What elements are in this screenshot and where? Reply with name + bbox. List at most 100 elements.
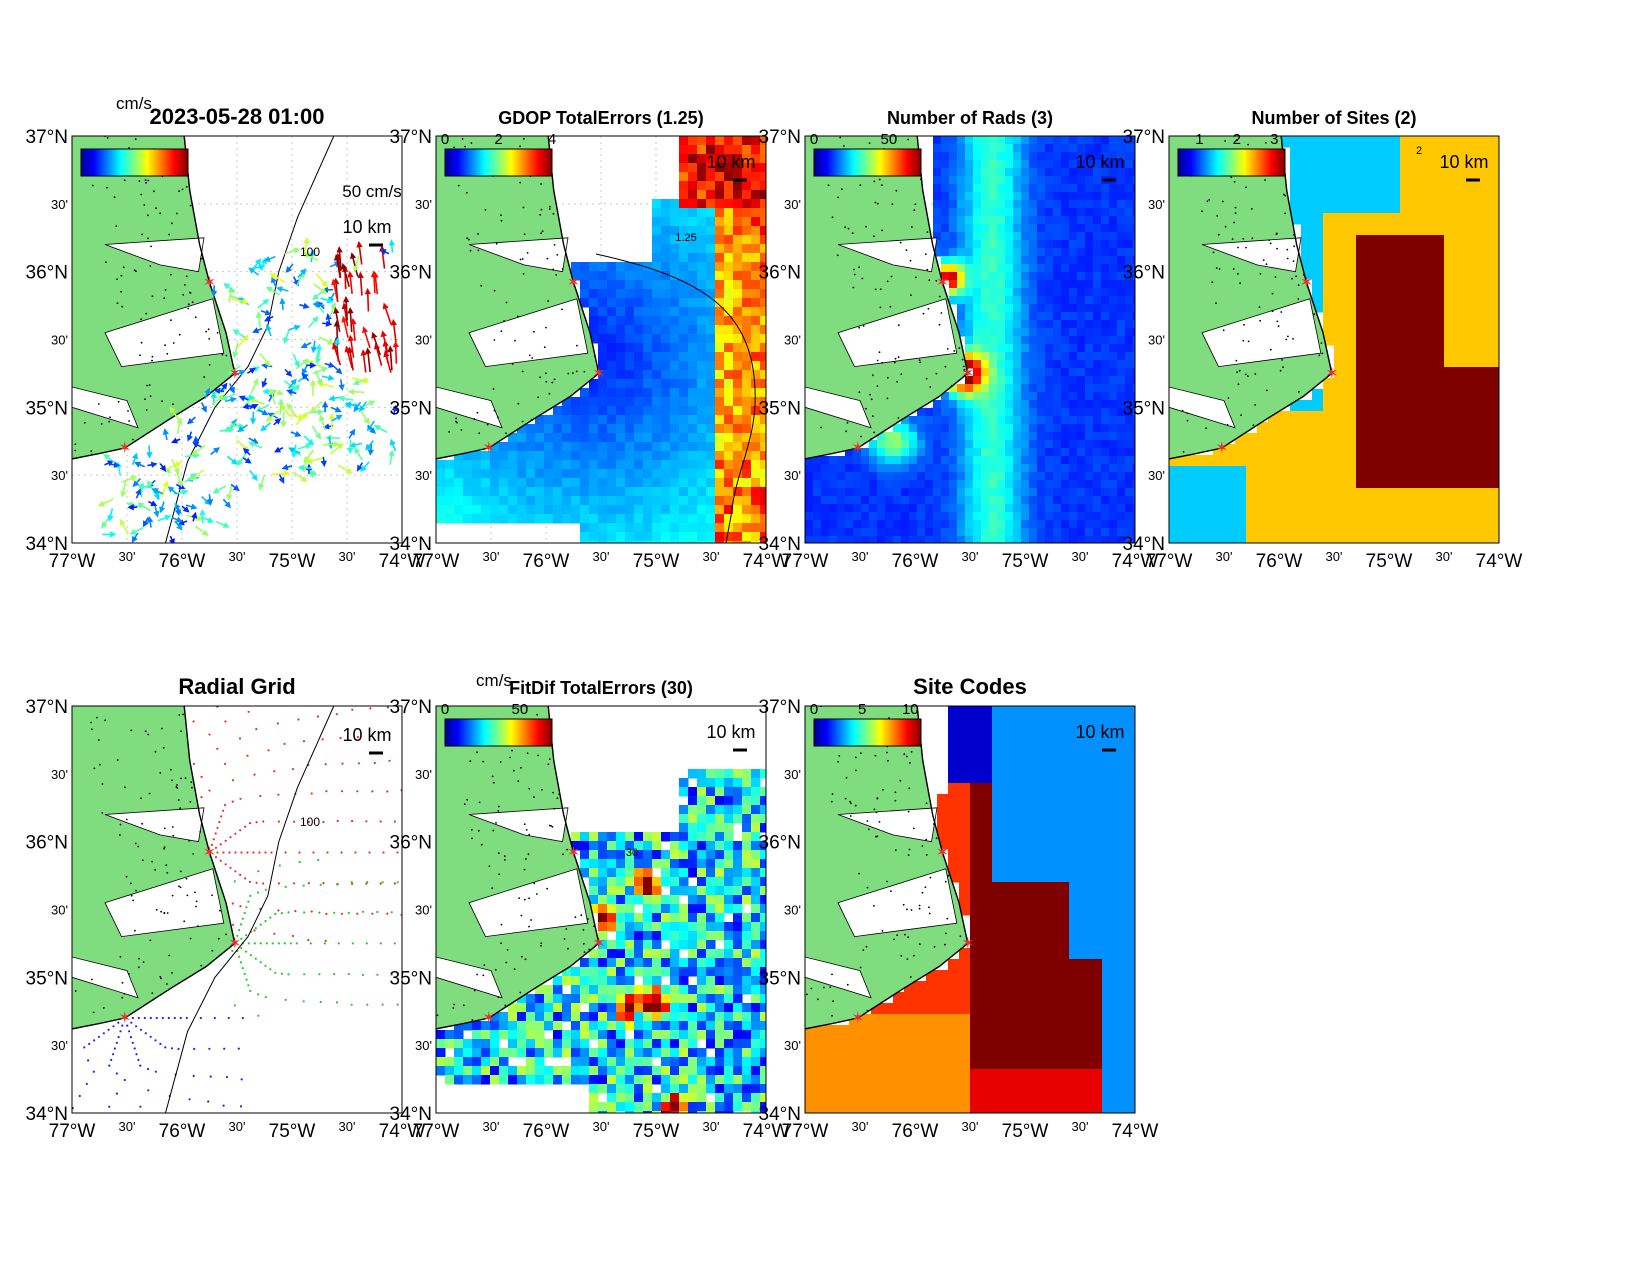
heatmap-cell [1085, 344, 1094, 353]
heatmap-cell [1085, 328, 1094, 337]
current-vector [288, 378, 297, 389]
radial-point [102, 1032, 105, 1035]
current-vector [321, 374, 335, 381]
heatmap-cell [1053, 256, 1062, 265]
heatmap-cell [706, 199, 716, 209]
heatmap-cell [1356, 389, 1368, 401]
heatmap-cell [1053, 472, 1062, 481]
heatmap-cell [1466, 367, 1478, 379]
heatmap-cell [607, 832, 617, 842]
heatmap-cell [957, 224, 966, 233]
heatmap-cell [1268, 444, 1280, 456]
heatmap-cell [571, 424, 581, 434]
heatmap-cell [616, 532, 626, 542]
radial-point [318, 911, 321, 914]
heatmap-cell [1061, 448, 1070, 457]
current-vector [388, 449, 395, 466]
heatmap-cell [1455, 323, 1467, 335]
heatmap-cell [1444, 455, 1456, 467]
heatmap-cell [1021, 360, 1030, 369]
coast-speckle [926, 268, 929, 271]
heatmap-cell [580, 841, 590, 851]
heatmap-cell [1169, 488, 1181, 500]
heatmap-cell [652, 532, 662, 542]
heatmap-cell [997, 512, 1006, 521]
heatmap-cell [1389, 411, 1401, 423]
heatmap-cell [861, 464, 870, 473]
heatmap-cell [742, 163, 752, 173]
heatmap-cell [661, 904, 671, 914]
current-vector [347, 388, 365, 396]
heatmap-cell [553, 433, 563, 443]
heatmap-cell [670, 541, 680, 543]
coast-speckle [915, 276, 917, 279]
heatmap-cell [1037, 448, 1046, 457]
heatmap-cell [1411, 224, 1423, 236]
radial-point [236, 934, 239, 937]
heatmap-cell [1279, 477, 1291, 489]
heatmap-cell [1334, 301, 1346, 313]
heatmap-cell [885, 528, 894, 537]
coast-speckle [1251, 208, 1253, 210]
heatmap-cell [679, 136, 689, 146]
heatmap-cell [1180, 488, 1192, 500]
coast-speckle [100, 423, 103, 425]
heatmap-cell [688, 352, 698, 362]
heatmap-cell [1488, 301, 1499, 313]
heatmap-cell [562, 406, 572, 416]
heatmap-cell [1378, 411, 1390, 423]
heatmap-cell [1029, 368, 1038, 377]
heatmap-cell [1389, 510, 1401, 522]
scale-bar-label: 10 km [1075, 152, 1124, 172]
heatmap-cell [1411, 345, 1423, 357]
heatmap-cell [688, 397, 698, 407]
heatmap-cell [508, 433, 518, 443]
heatmap-cell [643, 868, 653, 878]
heatmap-cell [949, 264, 958, 273]
coast-speckle [876, 385, 879, 387]
heatmap-cell [724, 478, 734, 488]
heatmap-cell [535, 424, 545, 434]
heatmap-cell [715, 136, 725, 146]
lon-tick-label: 30' [1216, 549, 1233, 564]
heatmap-cell [821, 496, 830, 505]
heatmap-cell [679, 424, 689, 434]
heatmap-cell [625, 895, 635, 905]
heatmap-cell [1133, 488, 1135, 497]
heatmap-cell [1133, 312, 1135, 321]
current-vector [191, 511, 198, 522]
heatmap-cell [1101, 512, 1110, 521]
heatmap-cell [1101, 360, 1110, 369]
heatmap-cell [941, 512, 950, 521]
heatmap-cell [706, 352, 716, 362]
radial-point [149, 1035, 152, 1038]
heatmap-cell [1021, 336, 1030, 345]
heatmap-cell [997, 464, 1006, 473]
current-vector [373, 342, 383, 366]
heatmap-cell [1005, 528, 1014, 537]
heatmap-cell [1235, 444, 1247, 456]
heatmap-cell [1085, 480, 1094, 489]
heatmap-cell [981, 448, 990, 457]
coast-speckle [90, 721, 93, 724]
heatmap-cell [607, 451, 617, 461]
heatmap-cell [490, 451, 500, 461]
heatmap-cell [724, 208, 734, 218]
heatmap-cell [1422, 466, 1434, 478]
heatmap-cell [989, 504, 998, 513]
heatmap-cell [1029, 432, 1038, 441]
heatmap-cell [1477, 477, 1489, 489]
current-vector [318, 414, 327, 431]
heatmap-cell [643, 976, 653, 986]
current-vector [181, 505, 190, 513]
heatmap-cell [724, 181, 734, 191]
heatmap-cell [679, 298, 689, 308]
heatmap-cell [742, 253, 752, 263]
heatmap-cell [1389, 433, 1401, 445]
heatmap-cell [688, 958, 698, 968]
coast-speckle [1320, 342, 1323, 344]
heatmap-cell [1279, 521, 1291, 533]
heatmap-cell [1345, 411, 1357, 423]
heatmap-cell [643, 895, 653, 905]
heatmap-cell [625, 478, 635, 488]
